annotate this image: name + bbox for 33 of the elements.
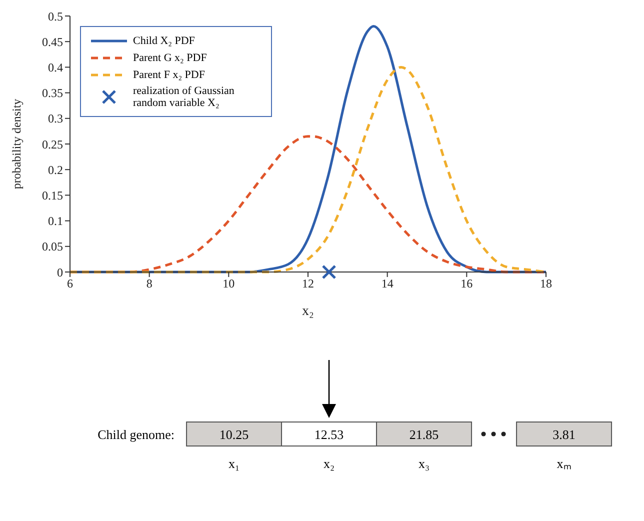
y-tick-label: 0.35 — [42, 86, 63, 100]
legend-label: Child X₂ PDF — [133, 35, 195, 47]
text: 3.81 — [552, 427, 576, 442]
legend-label: realization of Gaussian random variable X₂ — [133, 85, 236, 109]
x-tick-label: 12 — [302, 276, 314, 291]
y-tick-label: 0.05 — [42, 240, 63, 254]
x-tick-label: 8 — [146, 276, 152, 291]
y-axis-title: probability density — [9, 98, 24, 190]
text: x₃ — [418, 456, 430, 471]
y-tick-label: 0.3 — [48, 112, 63, 126]
x-tick-label: 18 — [540, 276, 552, 291]
y-tick-label: 0.2 — [48, 162, 63, 177]
y-tick-label: 0 — [57, 265, 63, 280]
x-axis-title: x₂ — [302, 304, 314, 319]
legend-label: Parent G x₂ PDF — [133, 52, 207, 64]
x-tick-label: 14 — [381, 276, 394, 291]
x-tick-label: 10 — [222, 276, 235, 291]
text: 10.25 — [219, 427, 249, 442]
text: Child genome: — [98, 427, 175, 442]
y-tick-label: 0.4 — [48, 60, 63, 74]
y-tick-label: 0.5 — [48, 9, 63, 24]
x-tick-label: 6 — [67, 276, 73, 291]
y-tick-label: 0.1 — [48, 214, 63, 228]
legend-label: Parent F x₂ PDF — [133, 69, 205, 81]
y-tick-label: 0.45 — [42, 34, 63, 49]
y-tick-label: 0.25 — [42, 137, 63, 152]
y-tick-label: 0.15 — [42, 188, 63, 202]
text: 12.53 — [314, 427, 344, 442]
text: x₁ — [228, 456, 240, 471]
text: xₘ — [556, 456, 572, 471]
x-tick-label: 16 — [460, 276, 473, 291]
text: x₂ — [324, 456, 335, 471]
text: 21.85 — [409, 427, 439, 442]
